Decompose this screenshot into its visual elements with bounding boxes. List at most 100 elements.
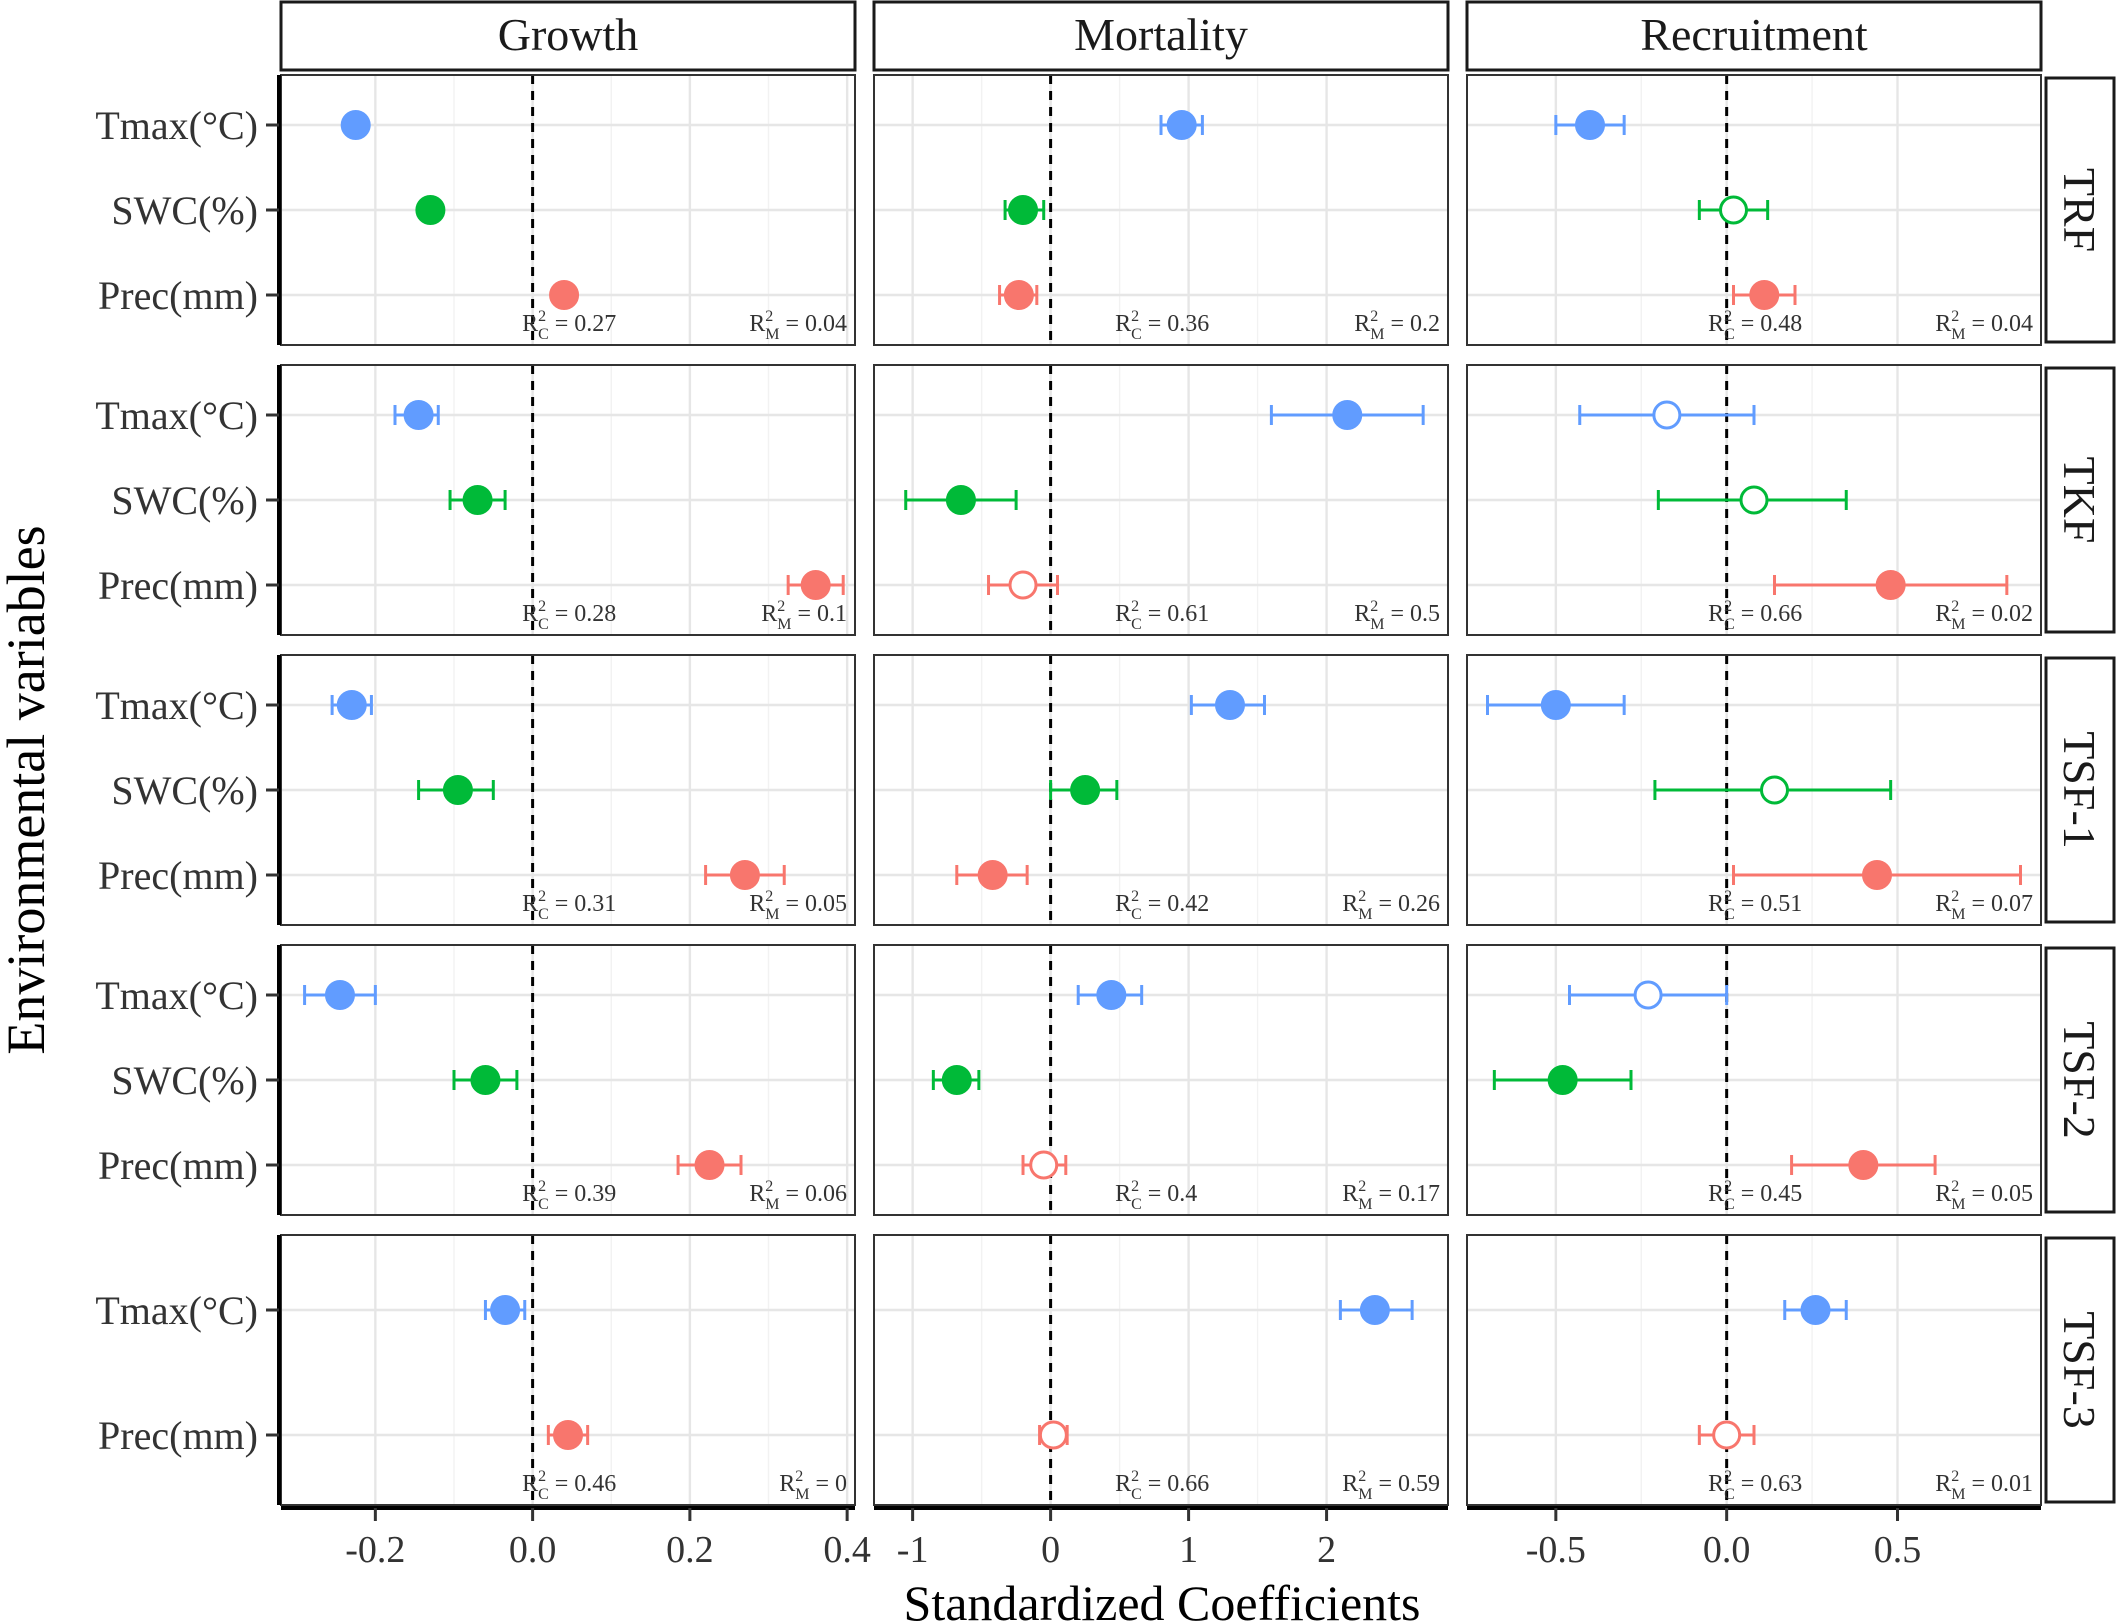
coefficient-point-nonsignificant — [1008, 570, 1038, 600]
r2-marginal-r: R — [1342, 1181, 1358, 1207]
r2-conditional-value: = 0.46 — [549, 1471, 617, 1497]
panel-background — [874, 1235, 1448, 1505]
y-tick-label: SWC(%) — [111, 478, 258, 523]
coefficient-point — [977, 860, 1008, 890]
column-strip-label-mortality: Mortality — [1074, 9, 1248, 60]
r2-marginal-value: = 0.05 — [779, 891, 847, 917]
row-strip-label-tsf-2: TSF-2 — [2054, 1021, 2105, 1139]
y-tick-label: Prec(mm) — [98, 1413, 258, 1458]
r2-conditional-label: R2 C = 0.61 — [1115, 598, 1209, 633]
r2-marginal-sup: 2 — [1951, 1178, 1959, 1195]
r2-marginal-r: R — [1935, 1181, 1951, 1207]
r2-marginal-value: = 0.1 — [791, 601, 847, 627]
panel-tsf-2-growth: R2 C = 0.39 R2 M = 0.06 — [303, 980, 847, 1213]
r2-conditional-r: R — [1115, 1471, 1131, 1497]
r2-conditional-r: R — [1115, 891, 1131, 917]
r2-marginal-value: = 0.07 — [1965, 891, 2033, 917]
panel-tsf-1-mortality: R2 C = 0.42 R2 M = 0.26 — [955, 690, 1440, 923]
r2-conditional-r: R — [1708, 1471, 1724, 1497]
r2-marginal-label: R2 M = 0 — [779, 1468, 847, 1503]
r2-conditional-sub: C — [1131, 1196, 1142, 1213]
panel-border — [1466, 74, 2042, 346]
r2-marginal-sub: M — [1951, 616, 1965, 633]
r2-marginal-sup: 2 — [1951, 888, 1959, 905]
r2-conditional-sup: 2 — [1131, 1468, 1139, 1485]
r2-marginal-value: = 0 — [809, 1471, 847, 1497]
r2-conditional-value: = 0.4 — [1142, 1181, 1198, 1207]
r2-marginal-value: = 0.06 — [779, 1181, 847, 1207]
r2-conditional-label: R2 C = 0.45 — [1708, 1178, 1802, 1213]
coefficient-point — [336, 690, 367, 720]
r2-marginal-label: R2 M = 0.04 — [749, 308, 847, 343]
panel-border — [1466, 1234, 2042, 1506]
r2-marginal-sub: M — [1951, 1196, 1965, 1213]
row-strip-box — [2044, 946, 2116, 1214]
row-strip-label-tkf: TKF — [2054, 457, 2105, 544]
r2-conditional-r: R — [1708, 891, 1724, 917]
y-tick-label: Prec(mm) — [98, 1143, 258, 1188]
r2-marginal-label: R2 M = 0.02 — [1935, 598, 2033, 633]
r2-marginal-value: = 0.02 — [1965, 601, 2033, 627]
r2-conditional-sub: C — [1131, 1486, 1142, 1503]
r2-marginal-label: R2 M = 0.1 — [761, 598, 847, 633]
r2-marginal-value: = 0.04 — [779, 311, 847, 337]
coefficient-point-nonsignificant — [1652, 400, 1682, 430]
x-tick-label: 0.2 — [666, 1529, 714, 1571]
r2-marginal-sup: 2 — [795, 1468, 803, 1485]
coefficient-point — [1332, 400, 1363, 430]
r2-marginal-sup: 2 — [1370, 308, 1378, 325]
r2-marginal-sub: M — [765, 1196, 779, 1213]
r2-conditional-sub: C — [1724, 616, 1735, 633]
y-tick-label: Tmax(°C) — [95, 973, 258, 1018]
r2-marginal-sup: 2 — [1358, 888, 1366, 905]
coefficient-point — [1070, 775, 1101, 805]
r2-conditional-label: R2 C = 0.66 — [1708, 598, 1802, 633]
r2-marginal-sup: 2 — [765, 888, 773, 905]
r2-conditional-sub: C — [538, 1486, 549, 1503]
coefficient-point — [549, 280, 580, 310]
panel-tsf-3-growth: R2 C = 0.46 R2 M = 0 — [483, 1295, 847, 1503]
r2-marginal-label: R2 M = 0.04 — [1935, 308, 2033, 343]
r2-conditional-sub: C — [1131, 906, 1142, 923]
r2-conditional-value: = 0.27 — [549, 311, 617, 337]
coefficient-point — [729, 860, 760, 890]
coefficient-point-nonsignificant — [1719, 195, 1748, 225]
coefficient-point — [941, 1065, 972, 1095]
r2-conditional-label: R2 C = 0.48 — [1708, 308, 1802, 343]
x-tick-label: 1 — [1179, 1529, 1198, 1571]
panel-border — [873, 1234, 1449, 1506]
r2-marginal-r: R — [779, 1471, 795, 1497]
r2-marginal-sub: M — [1358, 1486, 1372, 1503]
r2-marginal-r: R — [1935, 891, 1951, 917]
y-tick-label: Prec(mm) — [98, 563, 258, 608]
y-tick-label: Prec(mm) — [98, 853, 258, 898]
r2-conditional-r: R — [1708, 601, 1724, 627]
column-strip-label-recruitment: Recruitment — [1640, 9, 1868, 60]
panel-trf-recruitment: R2 C = 0.48 R2 M = 0.04 — [1554, 110, 2033, 343]
r2-marginal-label: R2 M = 0.01 — [1935, 1468, 2033, 1503]
r2-marginal-label: R2 M = 0.59 — [1342, 1468, 1440, 1503]
x-tick-label: -0.2 — [345, 1529, 405, 1571]
r2-conditional-sup: 2 — [538, 598, 546, 615]
r2-marginal-label: R2 M = 0.5 — [1354, 598, 1440, 633]
coefficient-point — [470, 1065, 501, 1095]
r2-conditional-sub: C — [1724, 326, 1735, 343]
coefficient-point — [1547, 1065, 1578, 1095]
r2-marginal-r: R — [1935, 311, 1951, 337]
coefficient-point — [945, 485, 976, 515]
r2-conditional-sup: 2 — [1724, 1468, 1732, 1485]
row-strip-label-tsf-3: TSF-3 — [2054, 1311, 2105, 1429]
column-strip-box — [279, 0, 857, 72]
r2-marginal-r: R — [749, 1181, 765, 1207]
coefficient-point — [490, 1295, 521, 1325]
axes-layer: Tmax(°C) SWC(%) Prec(mm) Tmax(°C) SWC(%) Prec… — [95, 75, 2041, 1571]
y-axis-title: Environmental variables — [0, 525, 56, 1054]
r2-conditional-r: R — [1115, 601, 1131, 627]
r2-marginal-sup: 2 — [765, 1178, 773, 1195]
r2-conditional-label: R2 C = 0.27 — [522, 308, 616, 343]
y-tick-label: Tmax(°C) — [95, 1288, 258, 1333]
r2-conditional-sub: C — [1724, 1486, 1735, 1503]
r2-marginal-sub: M — [1370, 616, 1384, 633]
r2-conditional-value: = 0.39 — [549, 1181, 617, 1207]
x-tick-label: 0.0 — [1703, 1529, 1751, 1571]
